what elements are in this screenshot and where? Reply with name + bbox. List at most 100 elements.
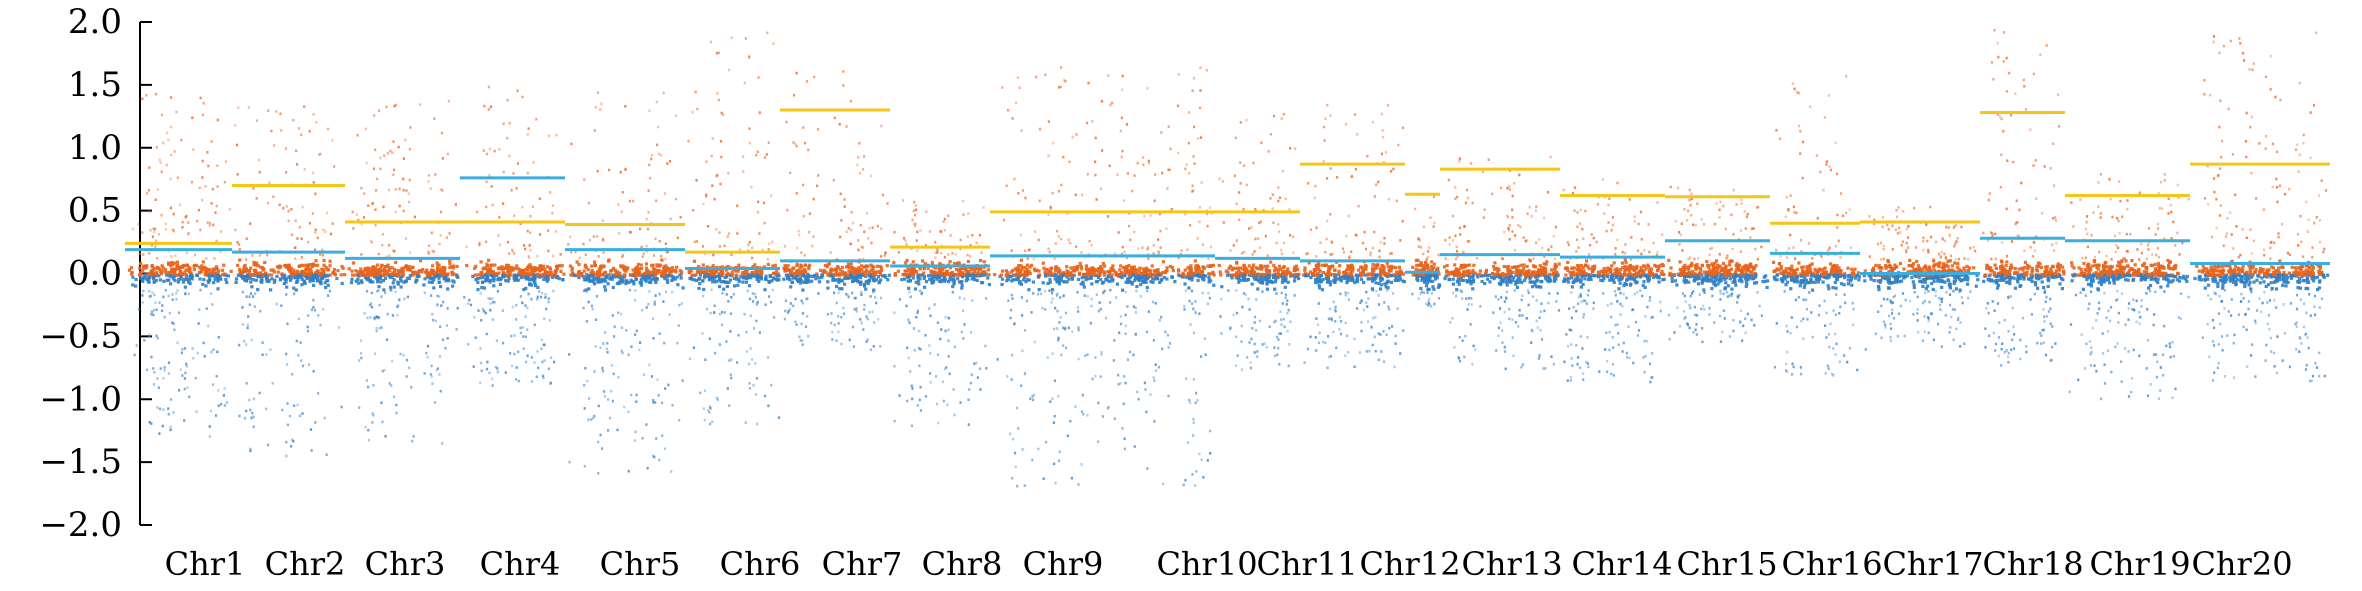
up-point (786, 208, 789, 212)
up-point (642, 252, 645, 255)
down-point (729, 312, 732, 315)
down-point (148, 333, 151, 337)
up-point (1133, 174, 1136, 177)
up-point (747, 249, 750, 252)
down-point (1250, 337, 1253, 341)
up-point (549, 191, 552, 194)
down-point (485, 332, 488, 336)
down-point (1258, 280, 1262, 284)
up-point (657, 268, 661, 273)
down-point (979, 367, 982, 370)
down-point (406, 295, 409, 299)
up-point (440, 131, 443, 135)
down-point (506, 279, 510, 283)
down-point (1016, 484, 1019, 488)
up-point (1269, 133, 1272, 136)
down-point (211, 383, 215, 386)
down-point (718, 278, 722, 282)
up-point (765, 153, 768, 156)
up-point (545, 265, 550, 269)
down-point (436, 294, 439, 298)
up-point (711, 264, 715, 268)
up-point (925, 210, 928, 214)
down-point (767, 404, 770, 408)
up-point (452, 272, 456, 276)
up-point (439, 210, 443, 214)
up-point (340, 264, 344, 269)
down-point (586, 379, 589, 383)
up-point (191, 116, 194, 120)
down-point (817, 276, 821, 280)
down-point (175, 292, 178, 295)
up-point (364, 127, 367, 131)
up-point (802, 214, 805, 218)
down-point (962, 337, 965, 340)
down-point (833, 323, 836, 327)
down-point (254, 278, 258, 282)
down-point (844, 275, 848, 280)
up-point (257, 158, 261, 162)
up-point (1060, 183, 1063, 187)
down-point (295, 280, 299, 284)
down-point (862, 284, 867, 288)
up-point (263, 260, 267, 265)
up-point (961, 266, 965, 270)
down-point (820, 275, 824, 279)
up-point (914, 224, 917, 228)
down-point (697, 277, 701, 281)
down-point (641, 308, 644, 312)
down-point (646, 274, 650, 278)
down-point (151, 276, 155, 281)
up-point (707, 225, 710, 228)
up-point (559, 269, 563, 273)
up-point (1177, 256, 1180, 260)
down-point (918, 364, 921, 368)
down-point (1198, 312, 1201, 315)
up-point (1131, 189, 1134, 193)
up-point (1038, 199, 1041, 203)
down-point (285, 454, 288, 458)
up-point (192, 148, 195, 151)
down-point (544, 277, 549, 281)
down-point (737, 333, 740, 337)
up-point (923, 261, 927, 266)
down-point (259, 309, 262, 313)
up-point (750, 185, 753, 189)
down-point (317, 392, 320, 395)
down-point (367, 438, 370, 442)
up-point (653, 273, 657, 277)
down-point (295, 339, 298, 343)
down-point (150, 422, 153, 425)
up-point (720, 273, 724, 277)
down-point (805, 297, 808, 301)
up-point (331, 139, 334, 142)
up-point (753, 263, 757, 267)
up-point (487, 85, 490, 89)
down-point (446, 278, 450, 282)
up-point (173, 270, 177, 274)
down-point (251, 411, 254, 415)
up-point (771, 240, 774, 244)
down-point (1186, 276, 1190, 280)
down-point (918, 277, 922, 281)
up-point (202, 102, 205, 105)
down-point (1124, 332, 1127, 335)
up-point (170, 255, 173, 258)
down-point (860, 321, 863, 325)
down-point (350, 277, 354, 281)
up-point (643, 271, 647, 275)
down-point (865, 340, 868, 343)
up-point (862, 270, 866, 274)
up-point (637, 273, 641, 277)
down-point (436, 304, 439, 307)
down-point (387, 274, 392, 278)
down-point (299, 275, 303, 279)
up-point (576, 273, 580, 277)
up-point (448, 262, 452, 266)
down-point (928, 344, 931, 347)
up-point (713, 197, 716, 201)
down-point (515, 303, 518, 307)
down-point (519, 326, 522, 330)
up-point (183, 270, 187, 275)
down-point (1053, 327, 1056, 331)
